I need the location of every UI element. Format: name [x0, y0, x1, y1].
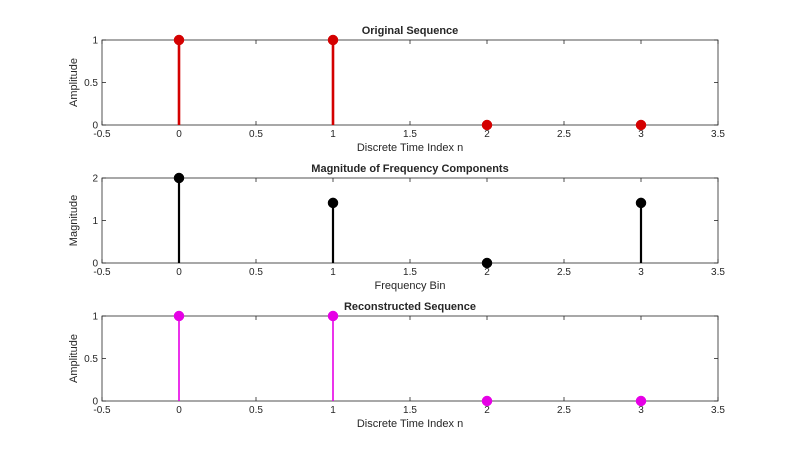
x-tick-label: 3.5 [711, 267, 725, 278]
x-tick-label: 1.5 [403, 129, 417, 140]
stem-marker [173, 310, 185, 322]
stem-marker [635, 119, 647, 131]
stem-marker [481, 257, 493, 269]
y-axis-label: Magnitude [68, 195, 80, 246]
stem-marker [327, 197, 339, 209]
y-axis-label: Amplitude [68, 334, 80, 383]
x-tick-label: -0.5 [93, 129, 111, 140]
stem-marker [173, 34, 185, 46]
chart-title: Reconstructed Sequence [344, 301, 476, 313]
x-tick-label: 3 [638, 267, 644, 278]
x-tick-label: 2.5 [557, 405, 571, 416]
y-axis-label: Amplitude [68, 58, 80, 107]
y-tick-label: 0 [92, 259, 98, 270]
axes-box [101, 315, 719, 402]
stem-marker [481, 395, 493, 407]
x-tick-label: -0.5 [93, 405, 111, 416]
y-tick-label: 0 [92, 121, 98, 132]
x-tick-label: 0 [176, 405, 182, 416]
x-tick-label: 3.5 [711, 405, 725, 416]
stem-marker [481, 119, 493, 131]
x-axis-label: Discrete Time Index n [357, 142, 463, 154]
x-tick-label: 1 [330, 129, 336, 140]
x-tick-label: 0 [176, 267, 182, 278]
chart-title: Original Sequence [362, 25, 459, 37]
y-tick-label: 2 [92, 174, 98, 185]
x-tick-label: 3 [638, 405, 644, 416]
y-tick-label: 0.5 [84, 78, 98, 89]
x-tick-label: 0.5 [249, 405, 263, 416]
chart-title: Magnitude of Frequency Components [311, 163, 508, 175]
x-tick-label: 2 [484, 405, 490, 416]
x-tick-label: 2.5 [557, 129, 571, 140]
stem-marker [327, 34, 339, 46]
y-tick-label: 1 [92, 216, 98, 227]
x-axis-label: Discrete Time Index n [357, 418, 463, 430]
x-tick-label: 2 [484, 129, 490, 140]
stem-marker [635, 395, 647, 407]
x-tick-label: 2 [484, 267, 490, 278]
x-tick-label: 0.5 [249, 129, 263, 140]
axes-box [101, 39, 719, 126]
axes-box [101, 177, 719, 264]
stem-marker [635, 197, 647, 209]
x-tick-label: 1.5 [403, 405, 417, 416]
y-tick-label: 1 [92, 36, 98, 47]
y-tick-label: 0 [92, 397, 98, 408]
x-tick-label: 1 [330, 267, 336, 278]
x-tick-label: 3 [638, 129, 644, 140]
y-tick-label: 1 [92, 312, 98, 323]
x-axis-label: Frequency Bin [375, 280, 446, 292]
x-tick-label: 1 [330, 405, 336, 416]
x-tick-label: 3.5 [711, 129, 725, 140]
y-tick-label: 0.5 [84, 354, 98, 365]
x-tick-label: 2.5 [557, 267, 571, 278]
x-tick-label: -0.5 [93, 267, 111, 278]
stem-marker [173, 172, 185, 184]
x-tick-label: 0 [176, 129, 182, 140]
stem-marker [327, 310, 339, 322]
x-tick-label: 0.5 [249, 267, 263, 278]
x-tick-label: 1.5 [403, 267, 417, 278]
